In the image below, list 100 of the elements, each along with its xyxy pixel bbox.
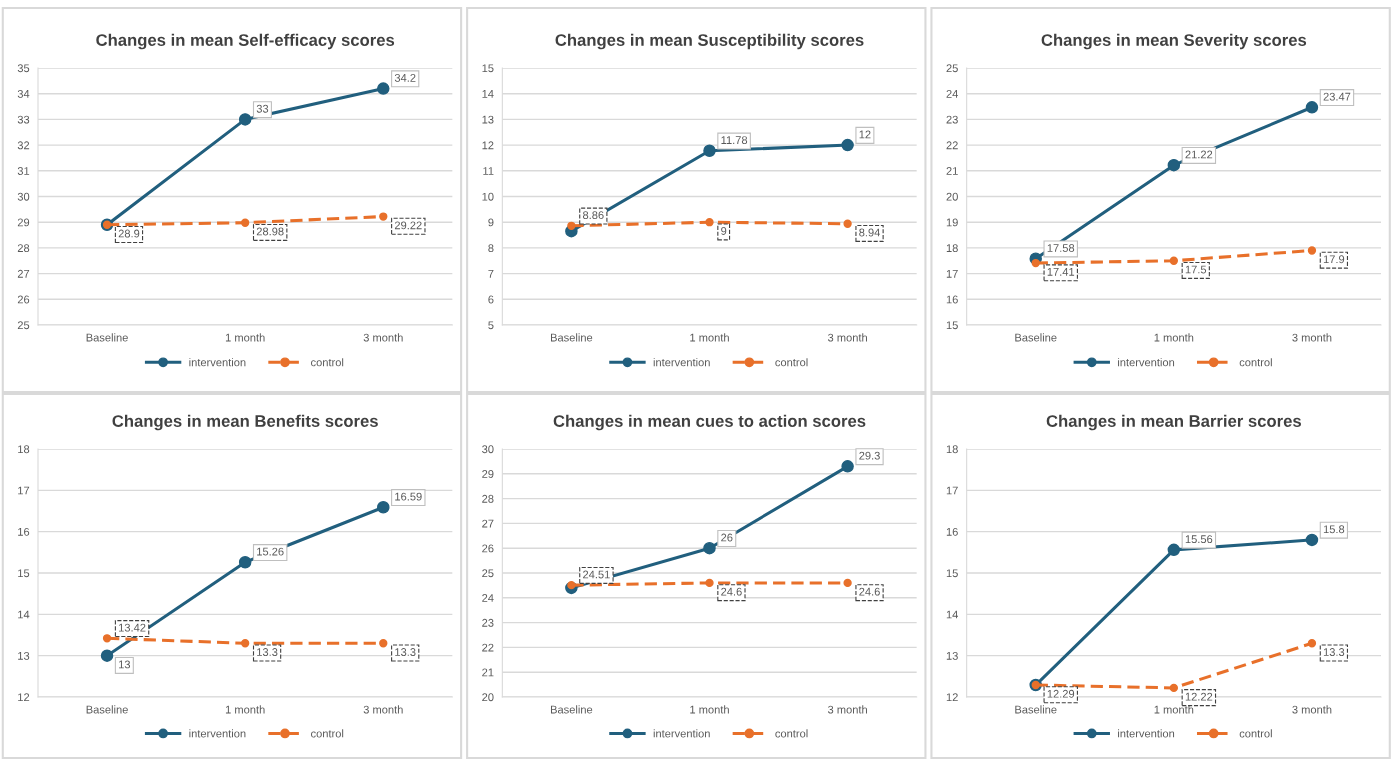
- legend-label: control: [775, 358, 808, 367]
- data-label: 13.3: [395, 648, 416, 656]
- x-tick-label: Baseline: [86, 705, 128, 714]
- y-tick-label: 12: [482, 141, 494, 150]
- legend-label: intervention: [1118, 358, 1175, 367]
- x-tick-label: 3 month: [827, 705, 867, 714]
- y-tick-label: 14: [18, 610, 30, 619]
- x-tick-label: 1 month: [225, 705, 265, 714]
- x-tick-label: Baseline: [550, 705, 593, 714]
- data-label: 16.59: [395, 492, 422, 501]
- y-tick-label: 13: [18, 651, 30, 660]
- y-tick-label: 10: [482, 192, 494, 201]
- data-label: 8.86: [582, 211, 604, 220]
- y-tick-label: 22: [946, 141, 958, 150]
- x-tick-label: 3 month: [827, 333, 867, 342]
- data-label: 17.58: [1047, 244, 1075, 252]
- y-tick-label: 14: [946, 610, 959, 619]
- data-label: 29.22: [394, 221, 422, 230]
- chart-title: Changes in mean Barrier scores: [1046, 414, 1301, 431]
- data-label: 26: [721, 533, 733, 542]
- x-tick-label: Baseline: [1015, 333, 1057, 342]
- x-tick-label: 1 month: [1154, 333, 1194, 342]
- y-tick-label: 24: [482, 594, 494, 602]
- y-tick-label: 25: [946, 64, 958, 73]
- data-label: 17.41: [1047, 268, 1075, 276]
- y-tick-label: 19: [946, 218, 958, 227]
- legend-label: control: [1239, 729, 1272, 738]
- y-tick-label: 11: [483, 167, 494, 175]
- y-tick-label: 34: [17, 89, 30, 98]
- y-tick-label: 30: [482, 445, 494, 454]
- y-tick-label: 17: [946, 269, 958, 278]
- data-label: 13.42: [119, 623, 146, 632]
- y-tick-label: 15: [482, 64, 494, 73]
- y-tick-label: 25: [482, 569, 494, 578]
- legend-label: intervention: [1118, 729, 1175, 738]
- data-label: 8.94: [859, 228, 881, 237]
- chart-title: Changes in mean cues to action scores: [553, 414, 866, 431]
- y-tick-label: 29: [482, 470, 494, 478]
- y-tick-label: 35: [17, 64, 30, 73]
- data-label: 11.78: [721, 136, 748, 145]
- data-label: 15.8: [1323, 525, 1345, 534]
- x-tick-label: 3 month: [363, 333, 403, 342]
- x-tick-label: 1 month: [690, 705, 729, 714]
- y-tick-label: 5: [488, 321, 494, 330]
- y-tick-label: 33: [17, 115, 30, 124]
- y-tick-label: 30: [17, 192, 30, 201]
- x-tick-label: 3 month: [1292, 333, 1332, 342]
- data-label: 29.3: [859, 451, 880, 460]
- y-tick-label: 31: [17, 167, 30, 175]
- data-label: 28.9: [118, 229, 140, 238]
- y-tick-label: 22: [482, 643, 494, 652]
- data-label: 17.5: [1185, 265, 1207, 274]
- y-tick-label: 21: [482, 668, 494, 677]
- data-label: 9: [721, 227, 727, 235]
- data-label: 12.29: [1047, 689, 1075, 698]
- y-tick-label: 29: [17, 218, 30, 227]
- legend-label: control: [1239, 358, 1272, 367]
- y-tick-label: 16: [946, 295, 958, 304]
- legend-label: intervention: [653, 729, 710, 738]
- x-tick-label: 1 month: [690, 333, 729, 342]
- data-label: 24.6: [721, 587, 742, 596]
- y-tick-label: 16: [946, 527, 958, 536]
- y-tick-label: 20: [482, 693, 494, 702]
- y-tick-label: 27: [17, 269, 30, 278]
- data-label: 15.56: [1185, 535, 1213, 544]
- data-label: 23.47: [1323, 92, 1351, 101]
- data-label: 21.22: [1185, 150, 1213, 159]
- data-label: 13.3: [257, 648, 278, 656]
- x-tick-label: 1 month: [1154, 705, 1194, 714]
- data-label: 24.51: [583, 570, 610, 579]
- y-tick-label: 13: [482, 115, 494, 124]
- y-tick-label: 7: [488, 269, 494, 278]
- y-tick-label: 17: [946, 486, 958, 495]
- legend-label: control: [311, 729, 344, 738]
- y-tick-label: 21: [946, 167, 958, 175]
- y-tick-label: 15: [946, 569, 958, 578]
- y-tick-label: 23: [946, 115, 958, 124]
- legend-label: control: [775, 729, 808, 738]
- legend-label: intervention: [189, 729, 246, 738]
- y-tick-label: 28: [482, 494, 494, 503]
- y-tick-label: 9: [488, 218, 494, 227]
- data-label: 12: [859, 130, 871, 139]
- y-tick-label: 16: [18, 527, 30, 536]
- data-label: 12.22: [1185, 692, 1213, 701]
- data-label: 34.2: [394, 73, 416, 82]
- data-label: 24.6: [859, 587, 880, 596]
- data-label: 33: [256, 104, 269, 113]
- y-tick-label: 12: [946, 693, 958, 702]
- y-tick-label: 12: [18, 693, 30, 702]
- y-tick-label: 25: [17, 321, 30, 330]
- legend-label: intervention: [653, 358, 710, 367]
- y-tick-label: 15: [18, 569, 30, 578]
- chart-title: Changes in mean Benefits scores: [112, 414, 378, 431]
- y-tick-label: 28: [17, 244, 30, 253]
- data-label: 28.98: [256, 227, 284, 236]
- legend-label: control: [311, 358, 344, 367]
- y-tick-label: 15: [946, 321, 958, 330]
- y-tick-label: 20: [946, 192, 958, 201]
- x-tick-label: Baseline: [1015, 705, 1057, 714]
- data-label: 13: [119, 660, 131, 669]
